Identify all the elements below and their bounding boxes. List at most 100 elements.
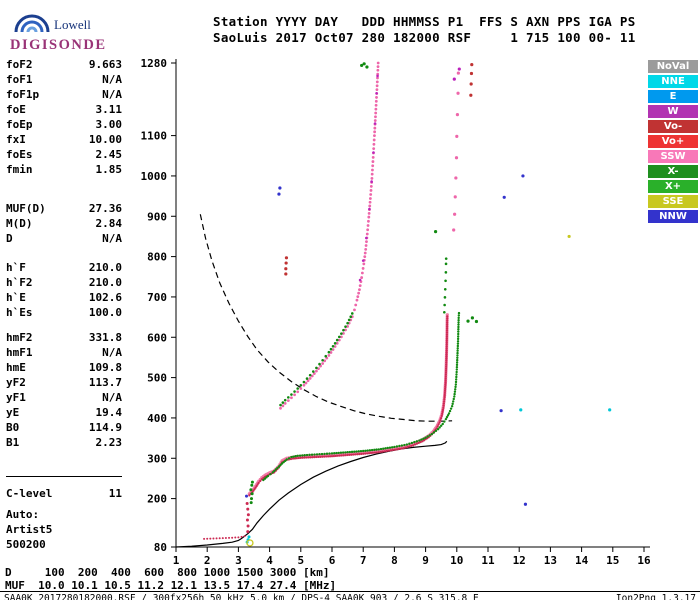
param-value: 114.9 bbox=[88, 421, 122, 434]
series-F1-X bbox=[262, 311, 461, 482]
param-row-foF1p: foF1p N/A bbox=[6, 87, 122, 102]
y-tick-label: 1000 bbox=[141, 170, 168, 183]
param-row-Auto:: Auto: bbox=[6, 507, 122, 522]
x-tick-label: 10 bbox=[450, 554, 463, 567]
param-value: 2.45 bbox=[95, 148, 123, 161]
x-tick-label: 6 bbox=[329, 554, 336, 567]
series-Es-spread-green bbox=[249, 480, 254, 505]
param-group: hmF2 331.8 hmF1 N/A hmE 109.8 yF2 113.7 yF1 N/A yE… bbox=[6, 330, 122, 450]
param-label: MUF(D) bbox=[6, 202, 46, 215]
param-label: hmF2 bbox=[6, 331, 33, 344]
param-row-h`E: h`E 102.6 bbox=[6, 290, 122, 305]
x-tick-label: 2 bbox=[204, 554, 211, 567]
param-row-Artist5: Artist5 bbox=[6, 522, 122, 537]
lowell-arcs-icon bbox=[14, 14, 50, 33]
param-label: foF1 bbox=[6, 73, 33, 86]
param-group: MUF(D) 27.36 M(D) 2.84 D N/A bbox=[6, 201, 122, 246]
x-tick-label: 4 bbox=[266, 554, 273, 567]
param-value: 102.6 bbox=[88, 291, 122, 304]
param-value: 109.8 bbox=[88, 361, 122, 374]
param-group: h`F 210.0 h`F2 210.0 h`E 102.6 h`Es 100.0 bbox=[6, 260, 122, 320]
series-F2-steep-pink bbox=[353, 61, 380, 312]
param-value: 210.0 bbox=[88, 261, 122, 274]
param-label: foEs bbox=[6, 148, 33, 161]
param-row-fxI: fxI 10.00 bbox=[6, 132, 122, 147]
param-value: 19.4 bbox=[95, 406, 123, 419]
x-tick-label: 12 bbox=[513, 554, 526, 567]
muf-row: MUF 10.0 10.1 10.5 11.2 12.1 13.5 17.4 2… bbox=[5, 579, 337, 592]
param-label: hmE bbox=[6, 361, 26, 374]
param-row-M(D): M(D) 2.84 bbox=[6, 216, 122, 231]
legend-item-nnw: NNW bbox=[648, 210, 698, 223]
y-tick-label: 1100 bbox=[141, 130, 168, 143]
y-tick-label: 500 bbox=[147, 372, 167, 385]
param-value: 210.0 bbox=[88, 276, 122, 289]
param-row-foF2: foF2 9.663 bbox=[6, 57, 122, 72]
param-label: B1 bbox=[6, 436, 20, 449]
status-file-info: SAA0K_2017280182000.RSF / 300fx256h 50 k… bbox=[4, 593, 479, 600]
param-row-MUF(D): MUF(D) 27.36 bbox=[6, 201, 122, 216]
param-group: Auto: Artist5 500200 bbox=[6, 507, 122, 552]
param-label: D bbox=[6, 232, 13, 245]
param-row-hmF1: hmF1 N/A bbox=[6, 345, 122, 360]
param-row-C-level: C-level 11 bbox=[6, 486, 122, 501]
param-value: N/A bbox=[102, 391, 122, 404]
x-tick-label: 14 bbox=[575, 554, 589, 567]
param-row-yE: yE 19.4 bbox=[6, 405, 122, 420]
logo-digisonde-text: DIGISONDE bbox=[10, 37, 107, 53]
series-Es-spread-red bbox=[245, 501, 250, 534]
legend-item-noval: NoVal bbox=[648, 60, 698, 73]
param-label: fmin bbox=[6, 163, 33, 176]
param-row-fmin: fmin 1.85 bbox=[6, 162, 122, 177]
param-row-hmE: hmE 109.8 bbox=[6, 360, 122, 375]
param-value: 100.0 bbox=[88, 306, 122, 319]
legend-item-vo+: Vo+ bbox=[648, 135, 698, 148]
param-value: 9.663 bbox=[88, 58, 122, 71]
param-value: 1.85 bbox=[95, 163, 123, 176]
param-value: 11 bbox=[108, 487, 122, 500]
series-Es-open-circle bbox=[246, 539, 254, 547]
param-row-h`Es: h`Es 100.0 bbox=[6, 305, 122, 320]
header-line1: Station YYYY DAY DDD HHMMSS P1 FFS S AXN… bbox=[213, 14, 636, 29]
y-tick-label: 700 bbox=[147, 291, 167, 304]
param-row-B0: B0 114.9 bbox=[6, 420, 122, 435]
series-F2-hop-green bbox=[279, 312, 354, 407]
x-tick-label: 16 bbox=[637, 554, 651, 567]
digisonde-logo: Lowell DIGISONDE bbox=[10, 14, 107, 53]
series-F1-X-top bbox=[443, 257, 448, 314]
param-label: hmF1 bbox=[6, 346, 33, 359]
param-label: B0 bbox=[6, 421, 20, 434]
legend-item-x-: X- bbox=[648, 165, 698, 178]
logo-lowell-text: Lowell bbox=[54, 17, 91, 32]
param-value: 3.00 bbox=[95, 118, 123, 131]
param-row-yF1: yF1 N/A bbox=[6, 390, 122, 405]
series-F1-O-core bbox=[248, 315, 449, 497]
legend-item-nne: NNE bbox=[648, 75, 698, 88]
param-value: N/A bbox=[102, 232, 122, 245]
param-row-B1: B1 2.23 bbox=[6, 435, 122, 450]
param-label: 500200 bbox=[6, 538, 46, 551]
param-row-foEs: foEs 2.45 bbox=[6, 147, 122, 162]
param-label: C-level bbox=[6, 487, 53, 500]
header-line2: SaoLuis 2017 Oct07 280 182000 RSF 1 715 … bbox=[213, 30, 636, 45]
true-height-profile bbox=[175, 440, 448, 548]
x-tick-label: 3 bbox=[235, 554, 242, 567]
param-value: 2.84 bbox=[95, 217, 123, 230]
param-value: 27.36 bbox=[88, 202, 122, 215]
legend-item-x+: X+ bbox=[648, 180, 698, 193]
param-label: h`E bbox=[6, 291, 26, 304]
doppler-legend: NoVal NNE E W Vo- Vo+ SSW X- X+ SSE NNW bbox=[648, 60, 698, 225]
series-E-trace bbox=[203, 535, 246, 540]
series-F2-steep-magenta bbox=[358, 74, 379, 282]
param-label: Artist5 bbox=[6, 523, 53, 536]
param-label: fxI bbox=[6, 133, 26, 146]
parameter-panel: foF2 9.663 foF1 N/A foF1p N/A foE 3.11 foEp 3.00 f… bbox=[6, 57, 122, 552]
noise-dots bbox=[277, 62, 612, 506]
status-bar: SAA0K_2017280182000.RSF / 300fx256h 50 k… bbox=[0, 591, 700, 600]
x-tick-label: 9 bbox=[422, 554, 429, 567]
station-header: Station YYYY DAY DDD HHMMSS P1 FFS S AXN… bbox=[213, 14, 636, 46]
param-value: 10.00 bbox=[88, 133, 122, 146]
legend-item-sse: SSE bbox=[648, 195, 698, 208]
